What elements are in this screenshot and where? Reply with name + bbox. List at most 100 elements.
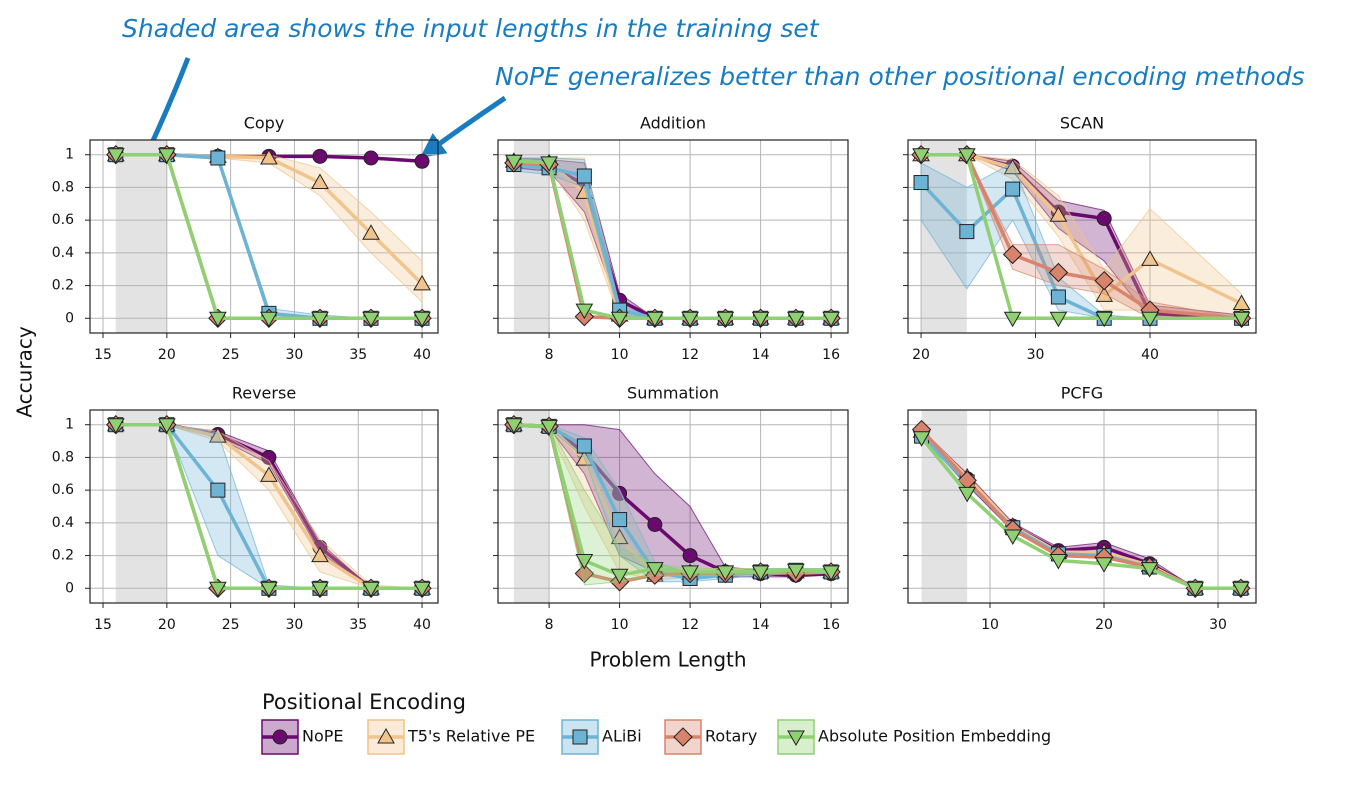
x-tick-label: 16 [822, 347, 840, 363]
legend-label: Absolute Position Embedding [818, 727, 1051, 746]
marker [751, 311, 770, 328]
marker [106, 418, 125, 434]
x-tick-label: 35 [349, 347, 367, 363]
x-tick-label: 35 [349, 617, 367, 633]
y-tick-label: 0.6 [52, 212, 74, 228]
marker [362, 311, 380, 328]
x-tick-label: 20 [912, 347, 930, 363]
marker [260, 148, 278, 165]
y-tick-label: 0 [65, 580, 74, 596]
marker [682, 548, 698, 564]
marker [957, 148, 976, 164]
x-tick-label: 8 [545, 347, 554, 363]
marker [822, 565, 840, 581]
legend-label: NoPE [302, 727, 344, 746]
marker [414, 153, 430, 169]
marker [959, 224, 975, 240]
marker [1140, 562, 1159, 578]
panel-title: SCAN [1060, 114, 1104, 133]
marker [787, 730, 805, 747]
marker [157, 418, 176, 434]
axes-frame [89, 409, 439, 604]
series-line [920, 430, 1241, 591]
x-tick-label: 20 [158, 347, 176, 363]
marker [645, 311, 664, 328]
series-line [513, 159, 832, 321]
marker [574, 563, 595, 584]
series-line [920, 428, 1241, 591]
marker [1094, 270, 1114, 291]
marker [260, 581, 278, 598]
marker [610, 568, 629, 585]
series-line [920, 431, 1241, 591]
marker [157, 148, 176, 164]
annotation: NoPE generalizes better than other posit… [495, 62, 1305, 91]
marker [311, 173, 329, 190]
marker [260, 311, 278, 328]
series-line [513, 422, 832, 577]
series-line [920, 436, 1241, 591]
y-axis-label: Accuracy [13, 326, 37, 417]
marker [1141, 311, 1159, 328]
x-tick-label: 10 [611, 617, 629, 633]
marker [312, 148, 328, 164]
marker [786, 563, 805, 580]
marker [1003, 311, 1022, 328]
training-shade [513, 410, 550, 603]
marker [260, 466, 278, 482]
y-tick-label: 0.6 [52, 482, 74, 498]
y-tick-label: 0.8 [52, 449, 74, 465]
x-tick-label: 20 [158, 617, 176, 633]
marker [504, 418, 523, 434]
y-tick-label: 0.8 [52, 179, 74, 195]
x-tick-label: 30 [286, 617, 304, 633]
x-tick-label: 40 [413, 617, 431, 633]
x-tick-label: 15 [94, 347, 112, 363]
marker [1186, 581, 1205, 598]
marker [413, 311, 431, 328]
marker [751, 565, 770, 581]
axes-frame [497, 409, 849, 604]
marker [363, 150, 379, 166]
panel-title: PCFG [1061, 384, 1103, 403]
marker [716, 565, 735, 581]
x-tick-label: 30 [1027, 347, 1045, 363]
marker [261, 449, 277, 465]
marker [272, 729, 288, 745]
training-shade [921, 140, 967, 333]
marker [912, 431, 931, 447]
panel-title: Summation [627, 384, 719, 403]
marker [572, 729, 588, 745]
x-tick-label: 30 [1209, 617, 1227, 633]
x-tick-label: 20 [1095, 617, 1113, 633]
marker [540, 156, 558, 172]
marker [362, 224, 380, 240]
legend-title: Positional Encoding [262, 690, 466, 714]
marker [1232, 311, 1251, 328]
training-shade [115, 410, 167, 603]
marker [681, 311, 699, 328]
y-tick-label: 0 [65, 310, 74, 326]
marker [1003, 158, 1022, 175]
marker [311, 311, 329, 328]
marker [647, 516, 663, 532]
axes-frame [497, 139, 849, 334]
marker [1231, 581, 1250, 598]
marker [1005, 181, 1021, 197]
marker [822, 311, 840, 328]
panel-title: Reverse [232, 384, 296, 403]
marker [716, 311, 735, 328]
marker [958, 486, 977, 503]
marker [1141, 250, 1159, 266]
marker [610, 311, 629, 328]
legend-label: T5's Relative PE [407, 727, 535, 746]
legend-label: ALiBi [602, 727, 642, 746]
marker [1049, 206, 1068, 222]
x-tick-label: 30 [286, 347, 304, 363]
y-tick-label: 1 [65, 417, 74, 433]
marker [377, 727, 395, 744]
panel-title: Addition [640, 114, 706, 133]
x-tick-label: 25 [222, 617, 240, 633]
marker [311, 546, 329, 563]
